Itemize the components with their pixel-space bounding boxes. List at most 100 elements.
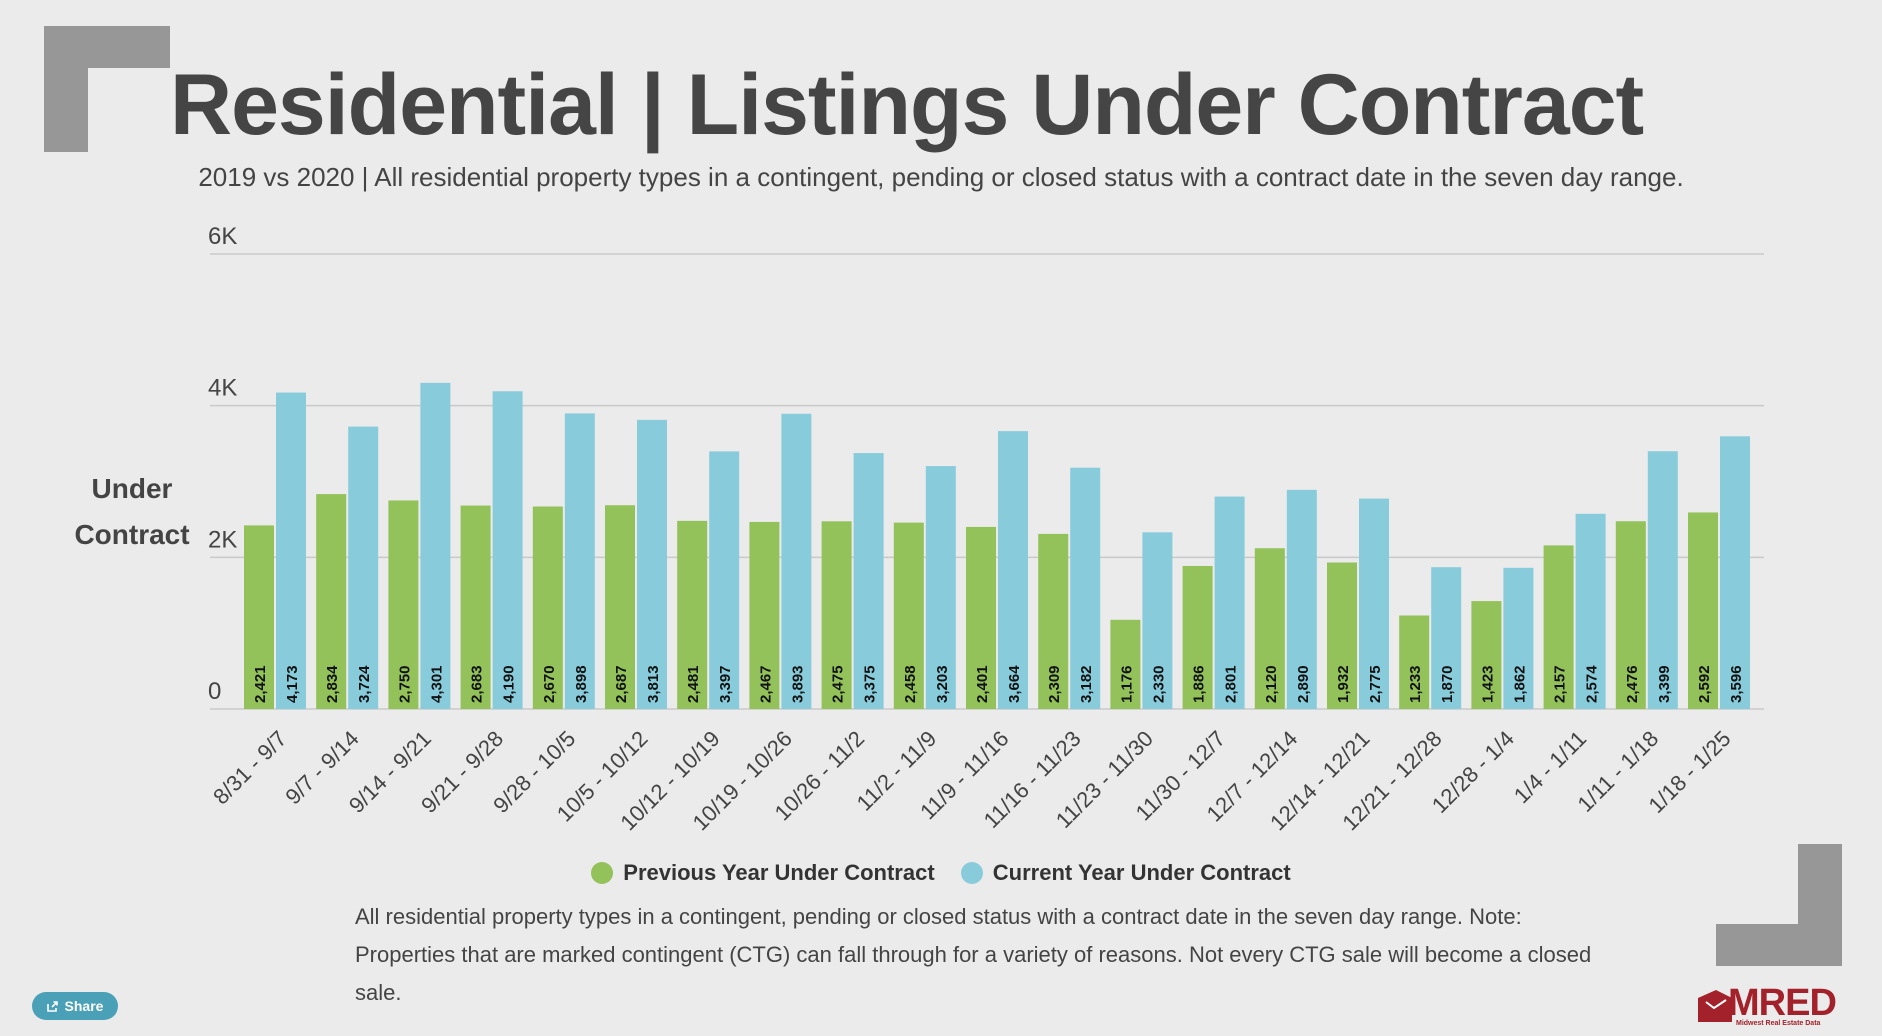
data-label-current-year: 3,664 [1006,665,1023,703]
data-label-current-year: 1,870 [1439,665,1456,703]
data-label-current-year: 3,375 [862,665,879,703]
data-label-previous-year: 2,309 [1046,665,1063,703]
data-label-previous-year: 2,476 [1624,665,1641,703]
data-label-current-year: 4,301 [428,665,445,703]
data-label-current-year: 3,724 [356,665,373,703]
bar-previous-year [244,525,274,709]
y-tick-label: 4K [208,375,237,402]
bar-previous-year [893,522,924,709]
data-label-previous-year: 2,481 [685,665,702,703]
data-label-current-year: 3,203 [934,665,951,703]
bar-current-year [492,391,523,709]
bar-previous-year [532,506,563,709]
share-button[interactable]: Share [32,992,118,1020]
bar-current-year [1214,496,1245,709]
data-label-previous-year: 1,176 [1118,665,1135,703]
legend-label-current: Current Year Under Contract [992,860,1291,885]
bar-previous-year [821,521,852,709]
legend-dot-previous [591,862,614,884]
bar-previous-year [1471,601,1502,709]
legend-item-current[interactable]: Current Year Under Contract [960,860,1291,886]
data-label-current-year: 4,190 [501,665,518,703]
bar-current-year [1142,532,1173,709]
share-label: Share [64,998,104,1014]
bar-current-year [1359,498,1389,709]
data-label-current-year: 3,813 [645,665,662,703]
data-label-current-year: 2,574 [1584,665,1601,703]
bar-current-year [1575,513,1606,709]
y-tick-label: 0 [208,678,221,705]
data-label-current-year: 3,399 [1656,665,1673,703]
data-label-previous-year: 1,233 [1407,665,1424,703]
data-label-current-year: 3,893 [789,665,806,703]
bar-current-year [781,413,812,709]
data-label-previous-year: 2,120 [1263,665,1280,703]
bar-current-year [420,382,451,709]
share-icon [46,1000,59,1012]
data-label-current-year: 2,330 [1150,665,1167,703]
y-tick-label: 6K [208,223,237,250]
data-label-current-year: 3,397 [717,665,734,703]
data-label-previous-year: 2,687 [613,665,630,703]
page-title: Residential | Listings Under Contract [170,57,1644,153]
data-label-previous-year: 1,886 [1191,665,1208,703]
bar-previous-year [388,500,419,709]
data-label-previous-year: 2,421 [252,665,269,703]
data-label-previous-year: 1,423 [1479,665,1496,703]
data-label-previous-year: 2,475 [830,665,847,703]
bar-current-year [1070,467,1101,709]
footnote: All residential property types in a cont… [355,904,1592,1005]
x-tick-label: 8/31 - 9/7 [208,726,291,809]
bar-current-year [1503,567,1534,709]
bar-current-year [276,392,306,709]
chart-legend: Previous Year Under Contract Current Yea… [0,860,1882,890]
data-label-current-year: 3,596 [1728,665,1745,703]
bar-previous-year [1399,615,1430,709]
data-label-current-year: 4,173 [284,665,301,703]
mred-logo: MRED Midwest Real Estate Data [1696,982,1856,1028]
bar-current-year [925,466,956,709]
data-label-previous-year: 2,467 [757,665,774,703]
mred-logo-mark-icon [1698,990,1732,1022]
bar-current-year [637,419,667,709]
data-label-previous-year: 2,157 [1552,665,1569,703]
bar-previous-year [1110,619,1141,709]
bar-previous-year [749,521,780,709]
legend-label-previous: Previous Year Under Contract [623,860,935,885]
y-axis-label: Under Contract [62,466,202,558]
bar-current-year [1647,451,1678,709]
bar-previous-year [1254,548,1285,709]
bar-current-year [853,453,884,709]
data-label-previous-year: 2,401 [974,665,991,703]
bar-previous-year [1615,521,1646,709]
mred-logo-subtitle: Midwest Real Estate Data [1736,1020,1821,1027]
data-label-previous-year: 2,592 [1696,665,1713,703]
bar-current-year [348,426,379,709]
y-axis-label-line2: Contract [74,519,190,550]
bar-current-year [998,431,1028,709]
bar-current-year [709,451,740,709]
bar-previous-year [460,505,491,709]
legend-item-previous[interactable]: Previous Year Under Contract [591,860,935,886]
data-label-current-year: 3,898 [573,665,590,703]
legend-dot-current [960,862,983,884]
y-tick-label: 2K [208,526,237,553]
corner-decoration-top-left-vertical [44,26,88,152]
bar-previous-year [1327,562,1357,709]
bar-current-year [1431,567,1462,709]
bar-previous-year [605,505,635,709]
bar-previous-year [677,520,708,709]
data-label-previous-year: 2,458 [902,665,919,703]
bar-previous-year [1688,512,1718,709]
data-label-current-year: 2,775 [1367,665,1384,703]
data-label-previous-year: 2,683 [469,665,486,703]
data-label-previous-year: 1,932 [1335,665,1352,703]
data-label-previous-year: 2,834 [324,665,341,703]
data-label-current-year: 2,801 [1223,665,1240,703]
chart-subtitle: 2019 vs 2020 | All residential property … [198,162,1684,192]
bar-previous-year [1543,545,1574,709]
bar-previous-year [316,494,347,709]
bar-previous-year [1182,565,1213,709]
bar-previous-year [1038,533,1069,709]
